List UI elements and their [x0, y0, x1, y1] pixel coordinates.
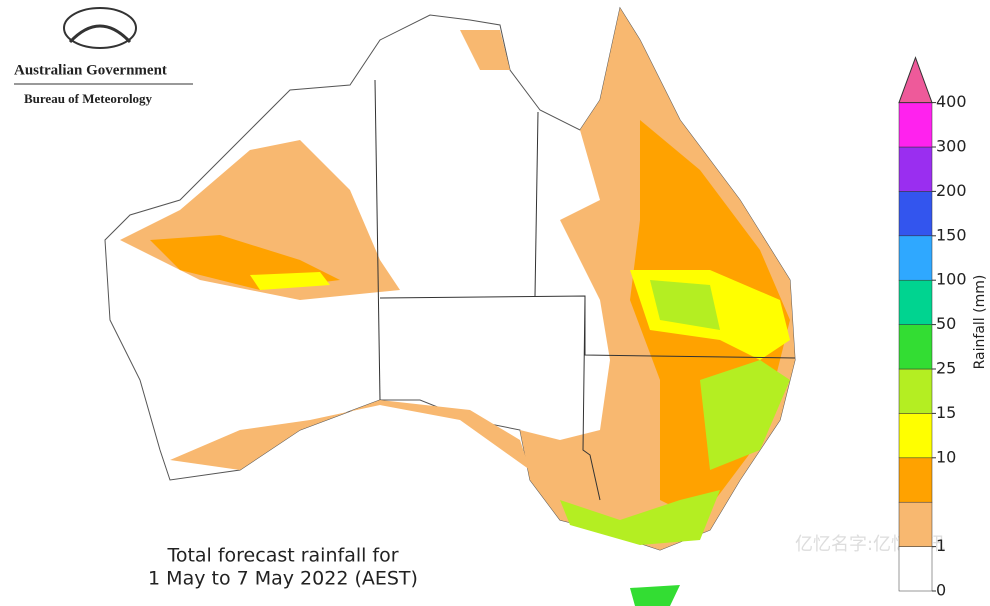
bureau: Bureau of Meteorology	[24, 91, 153, 106]
colorbar-tick-label: 0	[936, 581, 946, 600]
colorbar-tick-label: 200	[936, 181, 967, 200]
map-title: 1 May to 7 May 2022 (AEST)	[148, 568, 418, 590]
colorbar-cap	[898, 56, 933, 104]
map-title: Total forecast rainfall for	[166, 545, 398, 567]
colorbar-tick-label: 100	[936, 270, 967, 289]
colorbar-tick-label: 25	[936, 359, 956, 378]
colorbar-band	[898, 191, 933, 237]
agency: Australian Government	[14, 62, 167, 78]
colorbar-band	[898, 324, 933, 370]
colorbar-band	[898, 546, 933, 592]
colorbar-band	[898, 501, 933, 547]
colorbar: 0 1 10 15 25 50 100 150 200 300 400	[898, 56, 967, 600]
colorbar-tick-label: 150	[936, 225, 967, 244]
colorbar-band	[898, 279, 933, 325]
colorbar-band	[898, 146, 933, 192]
colorbar-band	[898, 235, 933, 281]
legend-title: Rainfall (mm)	[972, 275, 988, 370]
logo: Australian Government Bureau of Meteorol…	[14, 7, 193, 106]
colorbar-tick-label: 300	[936, 137, 967, 156]
colorbar-tick-label: 1	[936, 536, 946, 555]
colorbar-band	[898, 102, 933, 148]
colorbar-band	[898, 368, 933, 414]
colorbar-tick-label: 400	[936, 92, 967, 111]
colorbar-tick-label: 15	[936, 403, 956, 422]
colorbar-tick-label: 10	[936, 447, 956, 466]
australia	[104, 6, 796, 606]
colorbar-band	[898, 413, 933, 459]
colorbar-tick-label: 50	[936, 314, 956, 333]
colorbar-band	[898, 457, 933, 503]
